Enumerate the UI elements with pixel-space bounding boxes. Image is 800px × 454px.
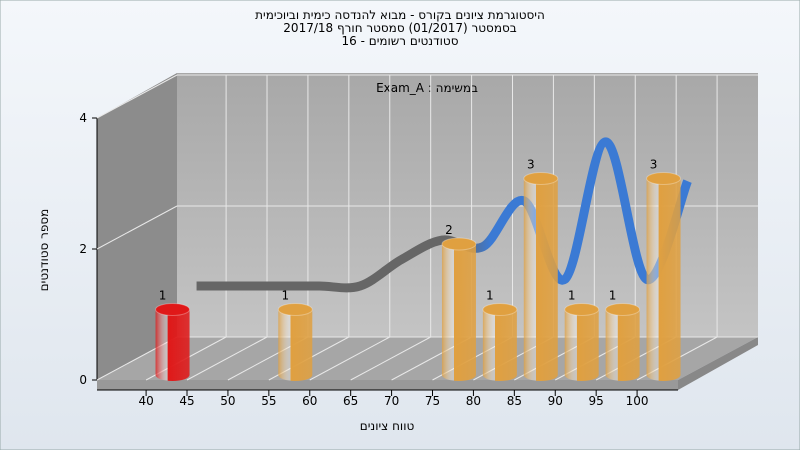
x-tick-label: 70 [384,394,399,408]
grid-line [186,336,268,381]
bar-top [277,303,313,316]
data-label: 1 [486,289,494,303]
x-axis-label: טווח ציונים [360,419,415,433]
bar [605,309,640,381]
title-line: היסטוגרמת ציונים בקורס - מבוא להנדסה כימ… [255,8,545,22]
back-wall [177,73,758,337]
x-tick-label: 55 [261,394,276,408]
left-wall [97,73,177,380]
trend-line [196,137,692,293]
data-label: 3 [650,158,658,172]
bar [523,178,558,381]
bar-group: 1 [482,289,518,381]
y-tick-label: 4 [79,111,87,125]
grid-line [309,336,390,381]
bar-top [441,237,477,251]
bar-top [155,303,191,316]
title-line: סטודנטים רשומים - 16 [341,34,458,48]
bar-group: 1 [277,289,313,381]
grid-line [350,336,431,381]
x-tick-label: 60 [302,394,317,408]
bar-top [482,303,518,316]
bar-group: 3 [646,158,682,381]
bar [278,309,313,381]
data-label: 3 [527,158,535,172]
bar [155,309,190,381]
x-tick-label: 45 [179,394,194,408]
floor-front [97,380,678,390]
bar-top [564,303,600,316]
title-line: בסמסטר (01/2017) סמסטר חורף 2017/18 [283,21,516,35]
x-tick-label: 65 [343,394,358,408]
grid-line [96,205,178,250]
bar [646,178,681,381]
annotation: Exam_A : במשימה [376,81,478,95]
y-tick-label: 0 [79,373,87,387]
x-tick-label: 100 [626,394,649,408]
data-label: 2 [445,223,453,237]
data-label: 1 [159,289,167,303]
x-tick-label: 75 [425,394,440,408]
bar [482,309,517,381]
bar [441,244,476,381]
bar-top [523,172,559,185]
bar-top [605,303,641,316]
bar-group: 1 [605,289,641,381]
x-tick-label: 40 [138,394,153,408]
x-tick-label: 85 [507,394,522,408]
bar-group: 2 [441,223,477,381]
bar [564,309,599,381]
x-tick-label: 80 [466,394,481,408]
x-tick-label: 90 [548,394,563,408]
x-tick-label: 50 [220,394,235,408]
y-axis-label: מספר סטודנטים [37,209,51,292]
bar-group: 3 [523,158,559,381]
data-label: 1 [568,289,576,303]
data-label: 1 [609,289,617,303]
bar-group: 1 [155,289,191,381]
floor-edge [678,337,758,390]
bar-top [646,172,682,185]
bar-group: 1 [564,289,600,381]
x-tick-label: 95 [589,394,604,408]
grid-line [96,74,178,119]
data-label: 1 [281,289,289,303]
y-tick-label: 2 [79,242,87,256]
